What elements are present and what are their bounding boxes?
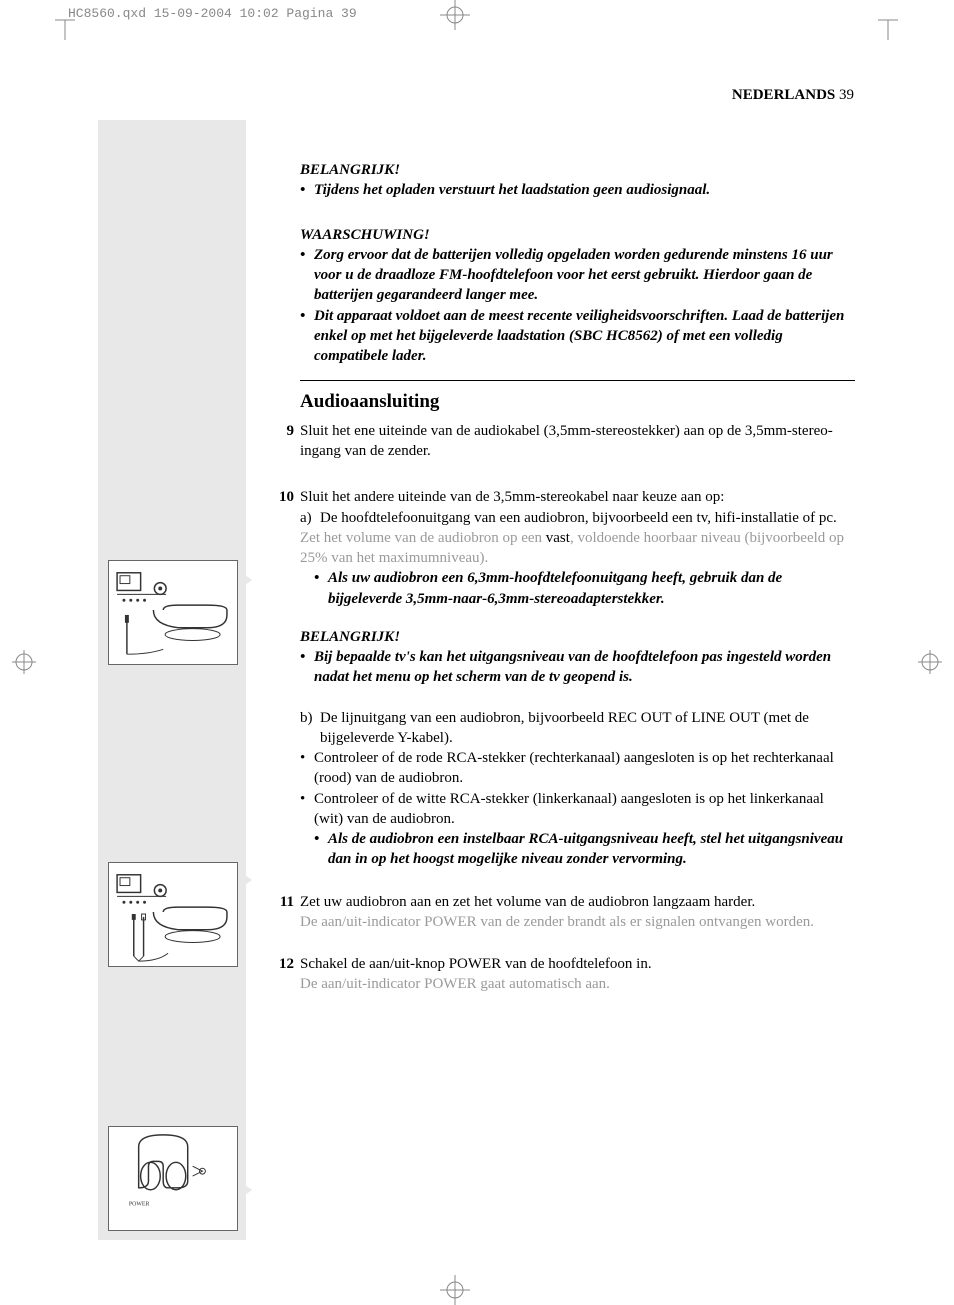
step10-check-red: Controleer of de rode RCA-stekker (recht… — [314, 748, 855, 789]
section-title-audio: Audioaansluiting — [300, 389, 855, 415]
bullet: • — [300, 748, 314, 789]
bullet: • — [300, 789, 314, 830]
sub-letter-a: a) — [300, 508, 320, 528]
step11-text: Zet uw audiobron aan en zet het volume v… — [300, 892, 855, 912]
section-divider — [300, 380, 855, 381]
bullet: • — [314, 568, 328, 609]
bullet: • — [314, 829, 328, 870]
step-number: 10 — [266, 487, 294, 507]
bullet: • — [300, 180, 314, 200]
step9-text: Sluit het ene uiteinde van de audiokabel… — [300, 423, 833, 459]
page-header: NEDERLANDS 39 — [732, 87, 854, 104]
gray-prefix: Zet het volume van de audiobron op een — [300, 530, 546, 546]
belangrijk-2: BELANGRIJK! • Bij bepaalde tv's kan het … — [300, 627, 855, 688]
step-10b: b) De lijnuitgang van een audiobron, bij… — [300, 708, 855, 870]
step-12: 12 Schakel de aan/uit-knop POWER van de … — [300, 954, 855, 995]
callout-triangle — [238, 1180, 252, 1200]
heading-belangrijk-2: BELANGRIJK! — [300, 627, 855, 647]
step-11: 11 Zet uw audiobron aan en zet het volum… — [300, 892, 855, 933]
callout-triangle — [238, 570, 252, 590]
crop-mark-top-right — [878, 0, 898, 40]
step-9: 9 Sluit het ene uiteinde van de audiokab… — [300, 421, 855, 462]
belangrijk1-text: Tijdens het opladen verstuurt het laadst… — [314, 180, 710, 200]
illustration-step10b — [108, 862, 238, 967]
step-10: 10 Sluit het andere uiteinde van de 3,5m… — [300, 487, 855, 609]
step12-note: De aan/uit-indicator POWER gaat automati… — [300, 974, 855, 994]
belangrijk-1: BELANGRIJK! • Tijdens het opladen verstu… — [300, 160, 855, 201]
step10-adapter-note: Als uw audiobron een 6,3mm-hoofdtelefoon… — [328, 568, 855, 609]
step11-note: De aan/uit-indicator POWER van de zender… — [300, 912, 855, 932]
page-number: 39 — [839, 87, 854, 103]
print-header-info: HC8560.qxd 15-09-2004 10:02 Pagina 39 — [68, 6, 357, 21]
step10-check-white: Controleer of de witte RCA-stekker (link… — [314, 789, 855, 830]
heading-belangrijk: BELANGRIJK! — [300, 160, 855, 180]
waarschuwing: WAARSCHUWING! • Zorg ervoor dat de batte… — [300, 225, 855, 367]
step-number: 9 — [272, 421, 294, 441]
waarschuwing-text-1: Zorg ervoor dat de batterijen volledig o… — [314, 245, 855, 306]
illustration-step10a — [108, 560, 238, 665]
crop-mark-bottom-center — [440, 1275, 470, 1305]
belangrijk2-text: Bij bepaalde tv's kan het uitgangsniveau… — [314, 647, 855, 688]
crop-mark-top-center — [440, 0, 470, 30]
step10-b-text: De lijnuitgang van een audiobron, bijvoo… — [320, 708, 855, 749]
sub-letter-b: b) — [300, 708, 320, 749]
step10-intro: Sluit het andere uiteinde van de 3,5mm-s… — [300, 487, 855, 507]
gray-bold: vast — [546, 530, 570, 546]
bullet: • — [300, 245, 314, 306]
step10-a-text: De hoofdtelefoonuitgang van een audiobro… — [320, 508, 837, 528]
bullet: • — [300, 647, 314, 688]
sidebar-gray-block — [98, 120, 246, 1240]
language-label: NEDERLANDS — [732, 87, 835, 103]
bullet: • — [300, 306, 314, 367]
callout-triangle — [238, 870, 252, 890]
registration-mark-right — [918, 650, 942, 674]
main-content: BELANGRIJK! • Tijdens het opladen verstu… — [300, 160, 855, 1009]
step12-text: Schakel de aan/uit-knop POWER van de hoo… — [300, 954, 855, 974]
registration-mark-left — [12, 650, 36, 674]
heading-waarschuwing: WAARSCHUWING! — [300, 225, 855, 245]
step-number: 12 — [266, 954, 294, 974]
illustration-step12: POWER — [108, 1126, 238, 1231]
step10-rca-note: Als de audiobron een instelbaar RCA-uitg… — [328, 829, 855, 870]
step-number: 11 — [266, 892, 294, 912]
svg-text:POWER: POWER — [129, 1201, 150, 1207]
waarschuwing-text-2: Dit apparaat voldoet aan de meest recent… — [314, 306, 855, 367]
step10-note-gray: Zet het volume van de audiobron op een v… — [300, 528, 855, 569]
